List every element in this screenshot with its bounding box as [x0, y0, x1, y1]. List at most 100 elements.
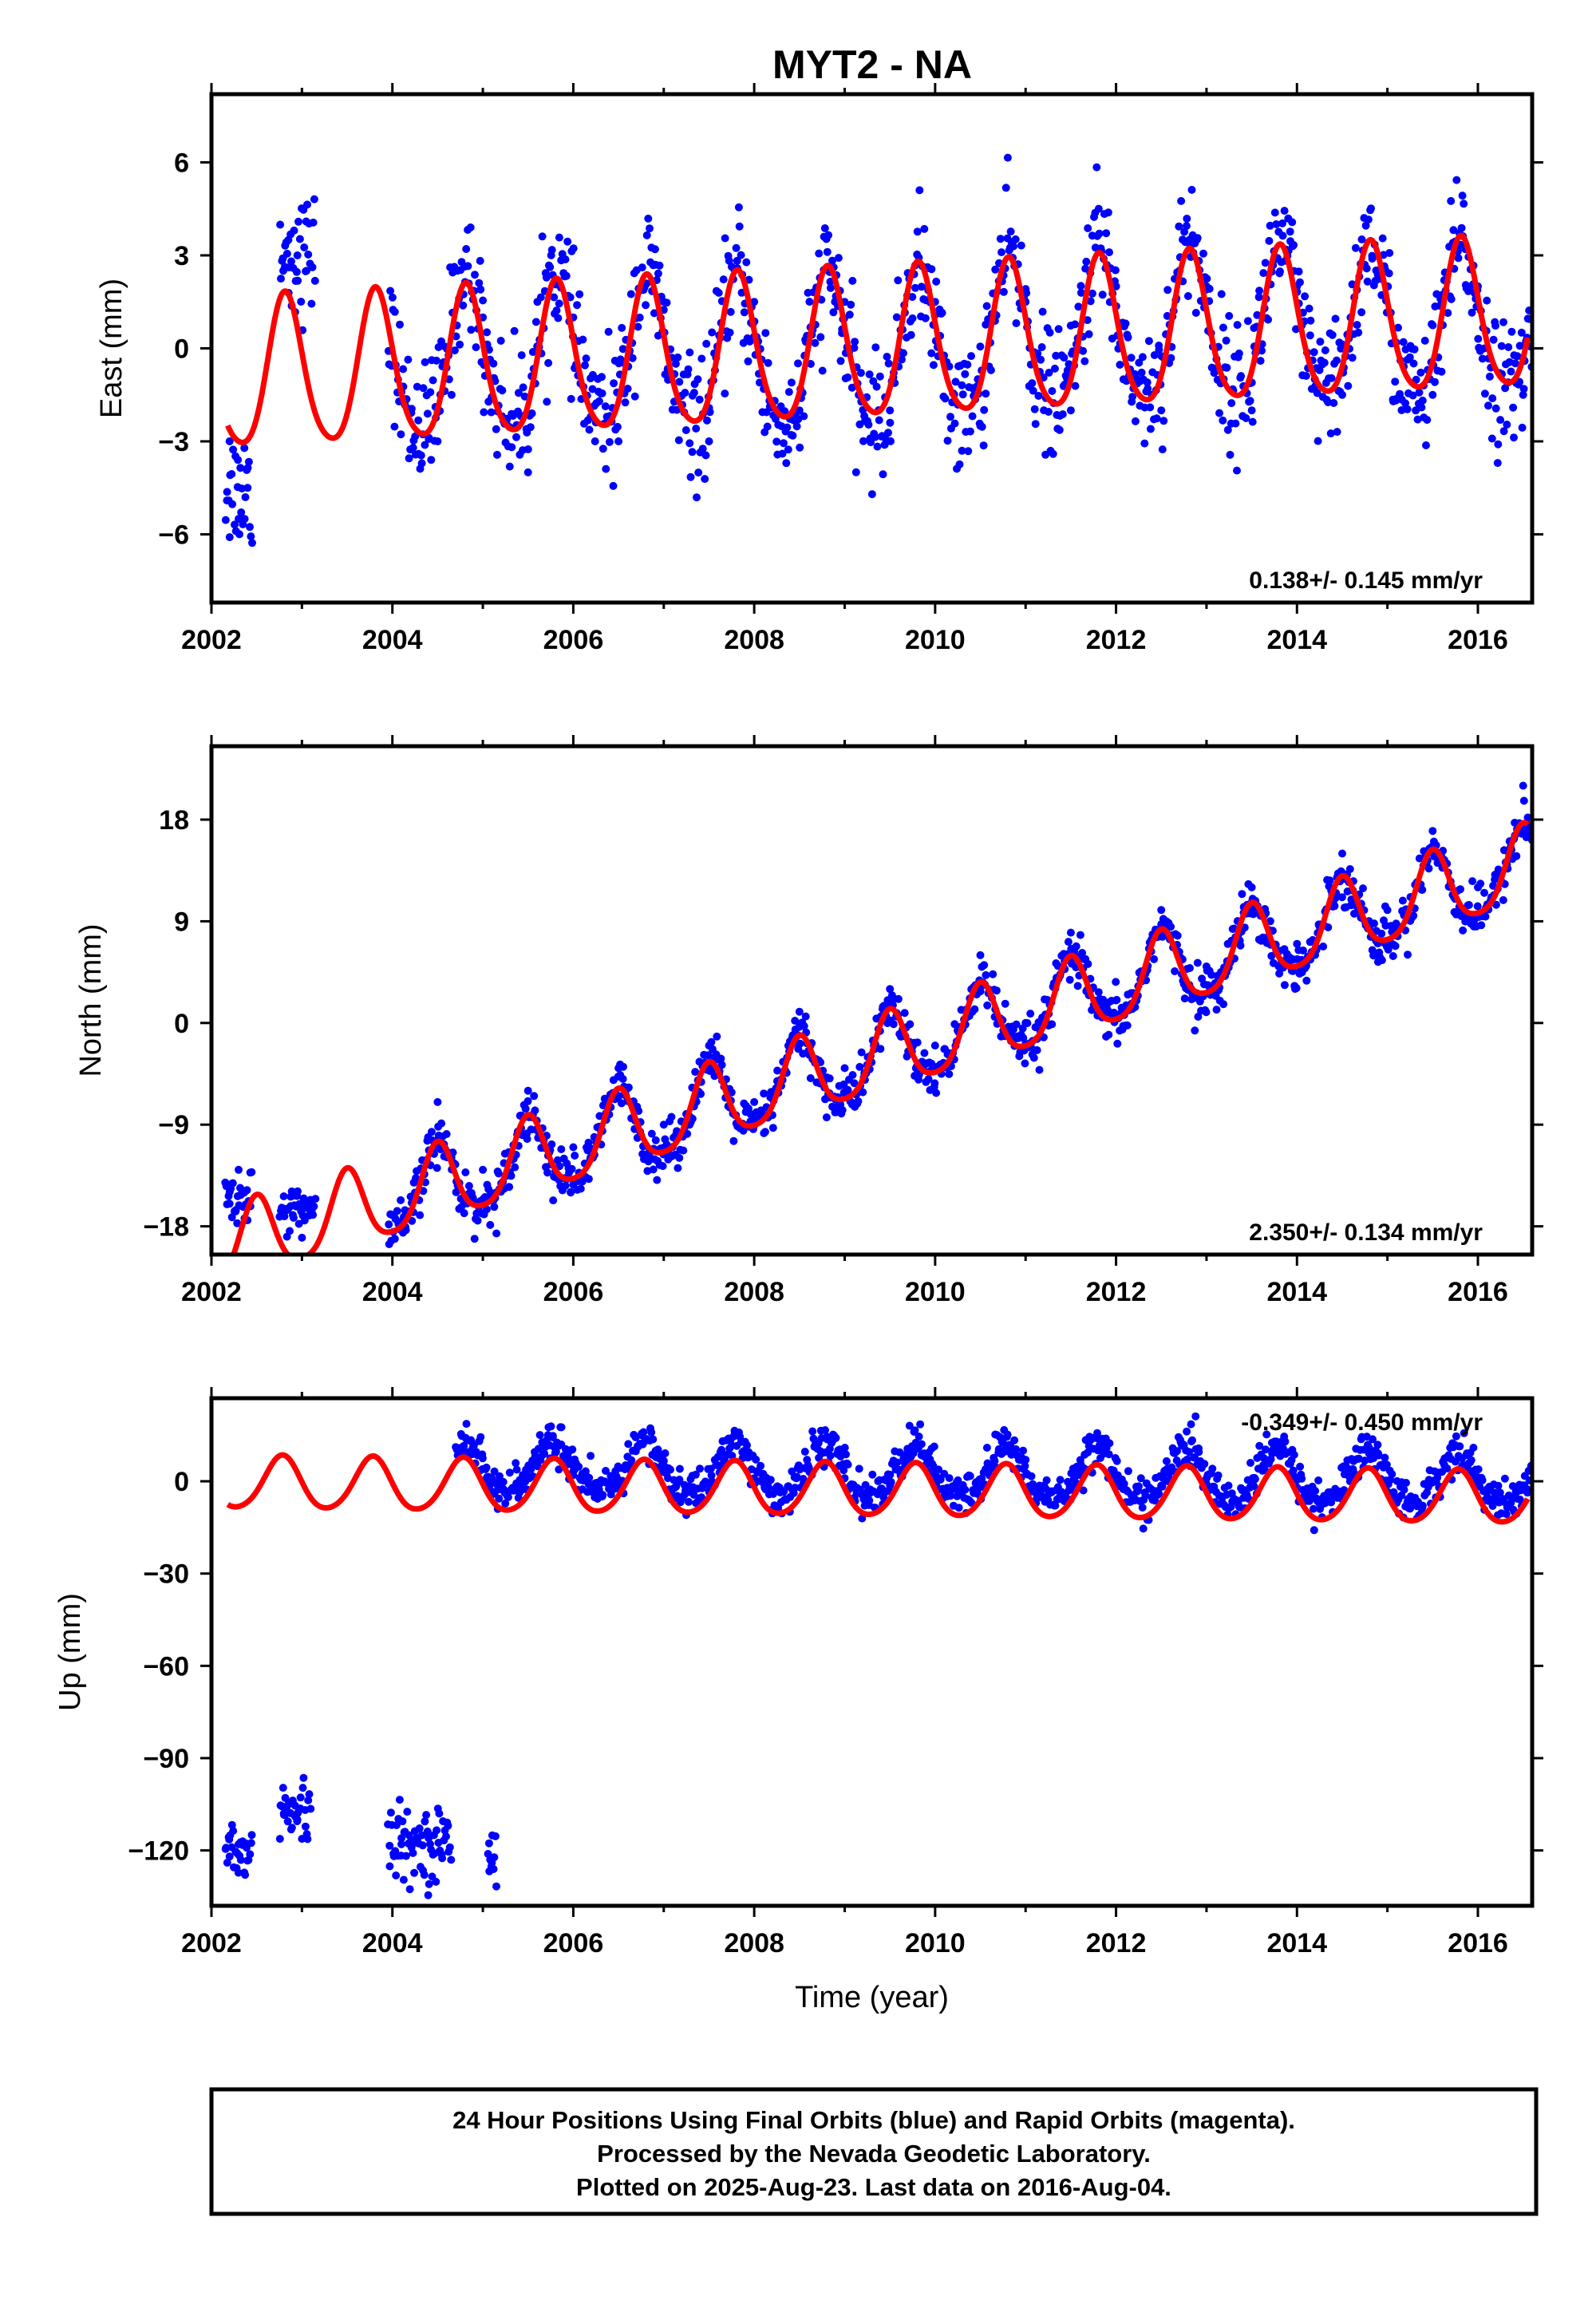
data-point	[471, 271, 479, 279]
data-point	[528, 348, 537, 356]
y-axis-label: Up (mm)	[53, 1593, 87, 1711]
data-point	[696, 1464, 704, 1473]
data-point	[561, 255, 570, 263]
data-point	[986, 366, 995, 374]
data-point	[292, 267, 301, 276]
data-point	[1385, 249, 1394, 257]
data-point	[1193, 234, 1202, 243]
data-point	[1233, 466, 1241, 475]
data-point	[1290, 1450, 1298, 1459]
data-point	[429, 376, 437, 385]
data-point	[884, 429, 892, 437]
data-point	[1139, 1524, 1148, 1533]
data-point	[913, 1038, 922, 1047]
data-point	[1044, 408, 1053, 416]
data-point	[1258, 346, 1266, 355]
x-tick-label: 2008	[724, 1928, 784, 1958]
data-point	[507, 1172, 516, 1180]
y-tick-label: −30	[143, 1559, 189, 1590]
data-point	[303, 1835, 312, 1844]
data-point	[900, 1009, 909, 1018]
data-point	[1104, 208, 1112, 217]
data-point	[943, 437, 952, 445]
data-point	[717, 1061, 726, 1069]
data-point	[865, 1496, 874, 1505]
data-point	[811, 338, 820, 347]
data-point	[1294, 267, 1303, 276]
data-point	[1494, 1481, 1503, 1490]
data-point	[626, 290, 635, 298]
data-point	[523, 1097, 532, 1105]
data-point	[397, 1840, 405, 1848]
data-point	[563, 237, 572, 246]
data-point	[867, 438, 875, 447]
data-point	[1357, 235, 1366, 243]
data-point	[1403, 405, 1412, 413]
data-point	[826, 278, 835, 286]
data-point	[1079, 1486, 1088, 1495]
data-point	[1377, 929, 1386, 938]
data-point	[1064, 938, 1073, 947]
data-point	[1048, 1020, 1057, 1029]
data-point	[792, 1472, 801, 1481]
data-point	[547, 1140, 556, 1148]
data-point	[505, 1183, 514, 1192]
data-point	[950, 419, 959, 428]
data-point	[1124, 1467, 1132, 1476]
data-point	[534, 1445, 543, 1453]
data-point	[1262, 1430, 1271, 1439]
data-point	[964, 447, 973, 456]
data-point	[543, 1168, 551, 1177]
data-point	[397, 1196, 405, 1204]
data-point	[417, 459, 426, 468]
data-point	[842, 1450, 850, 1459]
data-point	[1499, 427, 1508, 436]
data-points	[221, 1412, 1532, 1899]
data-point	[958, 446, 966, 455]
data-point	[247, 1831, 256, 1840]
data-point	[1416, 368, 1425, 377]
data-point	[1447, 294, 1456, 303]
data-point	[460, 1209, 468, 1218]
data-point	[1001, 999, 1009, 1008]
data-point	[1266, 917, 1274, 926]
data-point	[1183, 215, 1191, 223]
data-point	[911, 1426, 919, 1435]
data-point	[1337, 893, 1346, 902]
data-point	[495, 1494, 504, 1503]
data-point	[1009, 242, 1017, 251]
y-axis-label: North (mm)	[74, 923, 108, 1077]
data-point	[504, 1493, 512, 1501]
data-point	[1351, 243, 1360, 252]
x-tick-label: 2010	[905, 1277, 966, 1307]
data-point	[856, 369, 865, 377]
data-point	[287, 257, 295, 266]
y-tick-label: 18	[159, 805, 189, 836]
data-point	[540, 1449, 549, 1458]
data-point	[1481, 912, 1490, 921]
data-point	[1012, 319, 1021, 327]
data-point	[760, 1128, 769, 1136]
data-point	[659, 1468, 668, 1476]
data-point	[850, 1079, 859, 1088]
data-point	[1177, 196, 1186, 205]
data-point	[764, 1484, 772, 1492]
data-point	[894, 276, 903, 285]
data-point	[397, 1834, 406, 1843]
data-point	[726, 307, 735, 316]
data-point	[1086, 297, 1095, 306]
data-point	[826, 283, 835, 292]
data-point	[1265, 236, 1274, 245]
data-point	[839, 1080, 848, 1089]
data-point	[293, 251, 302, 259]
data-point	[309, 218, 318, 227]
data-point	[1250, 1475, 1259, 1484]
data-point	[1250, 1482, 1258, 1491]
data-point	[1519, 385, 1528, 393]
data-point	[227, 470, 236, 478]
data-point	[1084, 224, 1092, 232]
data-point	[1202, 962, 1211, 970]
data-point	[1458, 192, 1467, 200]
data-point	[310, 276, 319, 285]
data-point	[236, 464, 245, 472]
